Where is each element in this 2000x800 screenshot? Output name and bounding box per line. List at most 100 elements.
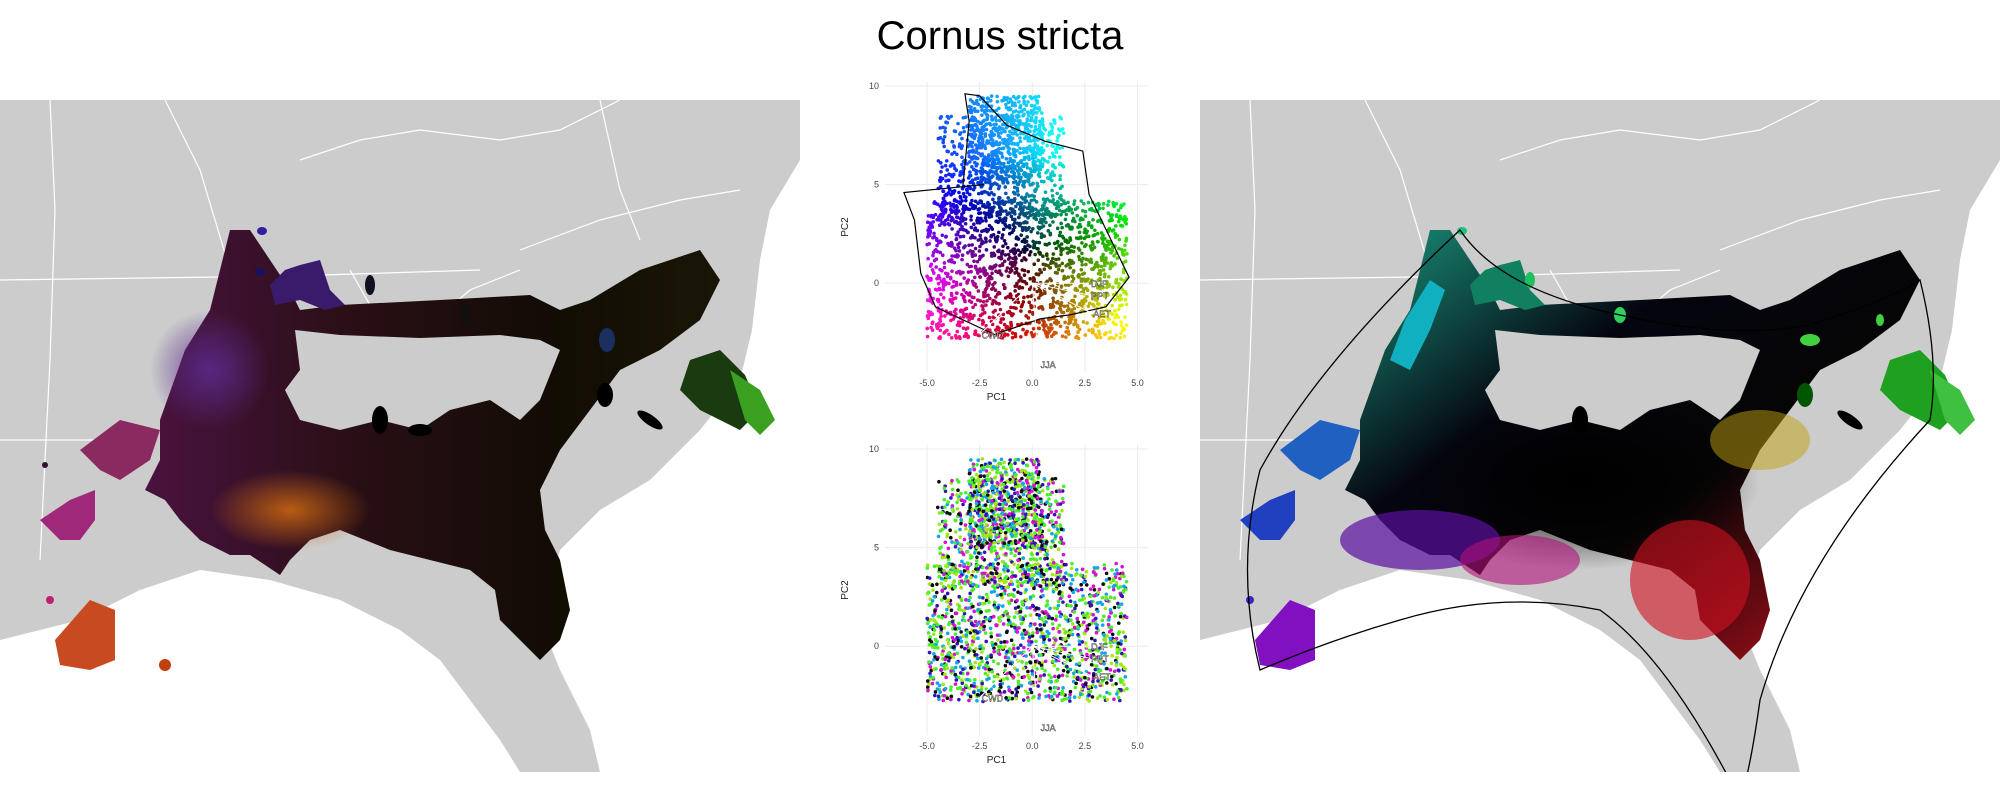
scatter-point — [1012, 176, 1016, 181]
scatter-point — [1019, 250, 1023, 255]
scatter-point — [936, 281, 941, 286]
scatter-point — [1044, 252, 1049, 256]
scatter-point — [1059, 194, 1063, 198]
scatter-point — [1058, 155, 1062, 159]
scatter-point — [1091, 673, 1096, 678]
scatter-point — [946, 658, 951, 663]
scatter-point — [1042, 328, 1046, 332]
scatter-point — [1102, 293, 1106, 298]
scatter-point — [993, 475, 998, 479]
scatter-point — [961, 270, 965, 275]
scatter-point — [1005, 546, 1010, 551]
scatter-point — [976, 458, 980, 463]
scatter-point — [1027, 568, 1031, 572]
scatter-point — [1022, 295, 1026, 300]
scatter-point — [1039, 499, 1043, 504]
scatter-point — [930, 321, 935, 326]
scatter-point — [1025, 165, 1030, 170]
scatter-point — [1027, 491, 1031, 495]
scatter-point — [934, 248, 938, 252]
scatter-point — [972, 222, 976, 227]
scatter-point — [1054, 587, 1058, 592]
scatter-point — [939, 292, 943, 297]
scatter-point — [946, 584, 951, 588]
scatter-point — [1101, 311, 1105, 316]
scatter-point — [1050, 151, 1055, 156]
scatter-point — [969, 666, 973, 670]
scatter-point — [1094, 664, 1099, 668]
scatter-point — [970, 254, 975, 258]
scatter-point — [973, 143, 978, 147]
scatter-point — [1116, 208, 1121, 213]
scatter-point — [1009, 123, 1014, 127]
scatter-point — [928, 223, 933, 227]
scatter-point — [942, 222, 947, 227]
scatter-point — [963, 646, 967, 651]
scatter-point — [1048, 566, 1052, 571]
north-blob — [270, 260, 345, 310]
scatter-point — [1028, 623, 1033, 628]
scatter-point — [1075, 206, 1080, 210]
scatter-point — [971, 462, 976, 467]
y-tick-label: 10 — [869, 81, 879, 91]
scatter-point — [962, 562, 966, 567]
scatter-point — [1118, 298, 1122, 302]
scatter-point — [960, 253, 965, 258]
scatter-point — [1011, 207, 1015, 212]
scatter-point — [1102, 566, 1107, 571]
scatter-point — [1116, 689, 1120, 693]
scatter-point — [1028, 528, 1033, 533]
scatter-point — [1123, 638, 1128, 643]
scatter-point — [1000, 233, 1005, 237]
scatter-point — [1050, 622, 1055, 626]
scatter-point — [1049, 577, 1054, 582]
scatter-point — [949, 318, 953, 323]
scatter-point — [999, 335, 1004, 340]
scatter-point — [1092, 565, 1097, 570]
loading-label: AET — [1093, 309, 1111, 319]
scatter-point — [1044, 212, 1048, 216]
scatter-point — [1010, 696, 1015, 701]
scatter-point — [1017, 551, 1022, 556]
scatter-point — [1024, 103, 1029, 108]
scatter-point — [969, 141, 973, 145]
scatter-point — [999, 640, 1003, 645]
scatter-point — [1067, 695, 1072, 700]
scatter-point — [980, 322, 985, 326]
scatter-point — [1024, 478, 1029, 483]
scatter-point — [1073, 685, 1078, 690]
scatter-point — [965, 630, 970, 634]
scatter-point — [946, 149, 951, 154]
scatter-point — [1084, 569, 1089, 574]
scatter-point — [965, 677, 970, 682]
scatter-point — [998, 307, 1003, 312]
scatter-point — [1006, 656, 1011, 660]
scatter-point — [970, 164, 974, 169]
scatter-point — [1025, 463, 1030, 468]
scatter-point — [1032, 149, 1036, 154]
scatter-point — [1107, 630, 1112, 634]
scatter-point — [956, 121, 960, 126]
scatter-point — [1004, 102, 1008, 107]
scatter-point — [1050, 131, 1055, 136]
scatter-point — [961, 315, 966, 319]
scatter-point — [1107, 691, 1112, 696]
scatter-point — [991, 126, 996, 131]
scatter-point — [942, 693, 947, 698]
scatter-point — [985, 677, 989, 682]
scatter-point — [968, 170, 972, 174]
scatter-point — [1102, 274, 1107, 279]
range-body — [145, 230, 720, 660]
scatter-point — [1041, 580, 1046, 584]
scatter-point — [1021, 179, 1026, 184]
scatter-point — [931, 588, 935, 592]
scatter-point — [1032, 198, 1036, 202]
scatter-point — [1104, 592, 1109, 597]
west-blue-blob-2 — [1240, 490, 1295, 540]
blob-9 — [597, 383, 613, 407]
scatter-point — [1081, 620, 1086, 625]
scatter-point — [983, 288, 988, 292]
scatter-point — [1096, 669, 1101, 674]
scatter-point — [1027, 201, 1032, 206]
scatter-point — [933, 693, 937, 698]
